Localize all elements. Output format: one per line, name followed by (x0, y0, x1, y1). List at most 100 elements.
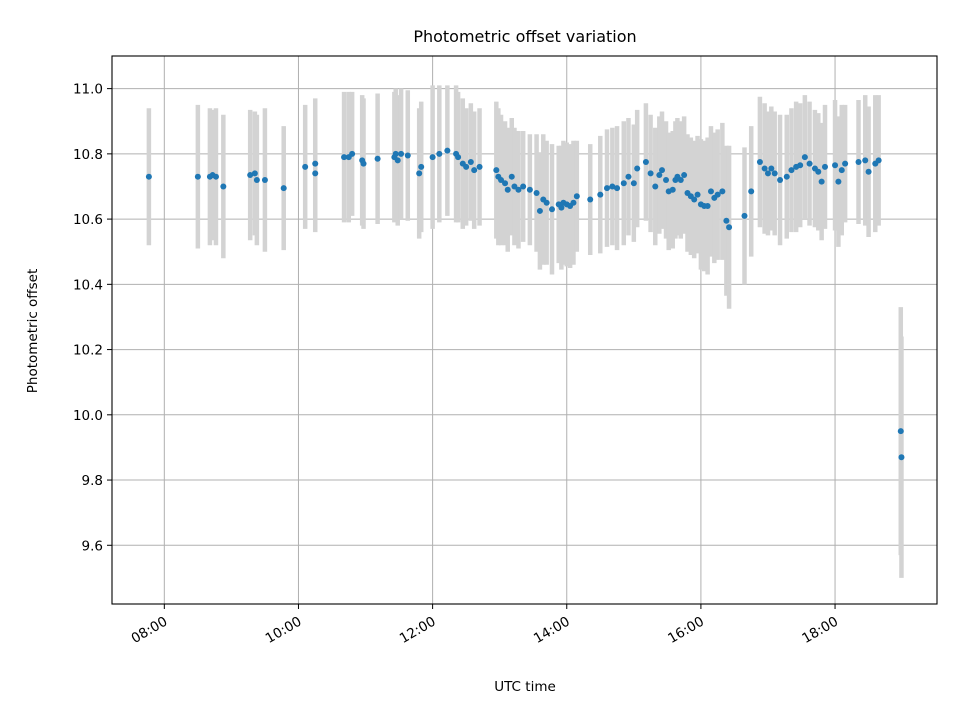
data-point (842, 160, 849, 167)
data-point (714, 191, 721, 198)
data-point (549, 206, 555, 213)
data-point (797, 162, 804, 169)
data-point (543, 199, 550, 206)
data-point (741, 212, 748, 219)
data-point (681, 172, 688, 179)
data-point (691, 196, 698, 203)
data-point (726, 224, 733, 231)
data-point (771, 170, 778, 177)
y-tick-label: 9.6 (82, 538, 103, 554)
data-point (761, 165, 768, 172)
data-point (642, 159, 649, 166)
data-point (647, 170, 654, 177)
y-tick-label: 9.8 (82, 473, 103, 489)
data-point (280, 185, 287, 192)
data-point (418, 163, 425, 170)
data-point (570, 199, 577, 206)
data-point (587, 196, 594, 203)
data-point (620, 180, 627, 187)
y-axis-ticks: 9.6 9.8 10.0 10.2 10.4 10.6 10.8 11.0 (73, 82, 112, 554)
data-point (862, 157, 869, 164)
y-tick-label: 10.6 (73, 212, 103, 228)
y-tick-label: 10.4 (73, 277, 103, 293)
data-point (652, 183, 659, 190)
data-point (897, 428, 904, 435)
data-point (145, 173, 152, 180)
x-axis-label: UTC time (494, 679, 556, 695)
data-point (261, 176, 268, 183)
data-point (832, 162, 839, 169)
data-point (520, 183, 527, 190)
data-point (768, 165, 775, 172)
data-point (634, 165, 641, 172)
data-point (398, 150, 405, 157)
data-point (467, 159, 474, 166)
data-point (502, 180, 509, 187)
data-point (875, 157, 882, 164)
data-point (533, 190, 540, 196)
data-point (212, 173, 219, 180)
data-points (145, 147, 905, 461)
data-point (416, 170, 423, 177)
data-point (374, 155, 381, 162)
data-point (898, 454, 905, 461)
data-point (764, 170, 771, 177)
data-point (719, 188, 726, 195)
data-point (392, 150, 399, 157)
data-point (677, 176, 684, 183)
data-point (508, 173, 515, 180)
plot-frame (111, 55, 938, 605)
data-point (704, 203, 711, 210)
chart-title: Photometric offset variation (413, 27, 636, 46)
data-point (723, 217, 730, 224)
data-point (659, 167, 665, 174)
data-point (194, 173, 201, 180)
y-tick-label: 10.0 (73, 408, 103, 424)
y-tick-label: 10.8 (73, 147, 103, 163)
data-point (558, 204, 565, 211)
data-point (614, 185, 621, 192)
data-point (625, 173, 632, 180)
y-tick-label: 11.0 (73, 82, 103, 98)
data-point (444, 147, 451, 154)
data-point (783, 173, 790, 180)
data-point (511, 183, 518, 190)
data-point (630, 180, 637, 187)
data-point (429, 154, 436, 161)
data-point (788, 167, 795, 174)
data-point (515, 186, 522, 193)
data-point (504, 186, 511, 193)
data-point (394, 157, 401, 164)
data-point (471, 167, 478, 174)
data-point (818, 178, 825, 185)
data-point (597, 191, 604, 198)
data-point (801, 154, 808, 161)
data-point (476, 163, 483, 170)
data-point (806, 160, 813, 167)
data-point (253, 176, 260, 183)
data-point (360, 160, 367, 167)
data-point (220, 183, 227, 190)
y-axis-label: Photometric offset (25, 269, 41, 393)
data-point (247, 172, 254, 179)
data-point (669, 186, 676, 193)
data-point (526, 186, 533, 193)
data-point (756, 159, 763, 166)
data-point (349, 150, 356, 157)
data-point (455, 154, 462, 161)
data-point (748, 188, 755, 195)
data-point (536, 207, 543, 214)
data-point (312, 160, 319, 167)
data-point (838, 167, 845, 174)
data-point (663, 176, 670, 183)
data-point (815, 168, 822, 175)
data-point (835, 178, 842, 185)
data-point (604, 185, 610, 192)
data-point (463, 163, 470, 170)
data-point (404, 152, 411, 159)
data-point (777, 176, 784, 183)
data-point (498, 176, 505, 183)
y-tick-label: 10.2 (73, 343, 103, 359)
